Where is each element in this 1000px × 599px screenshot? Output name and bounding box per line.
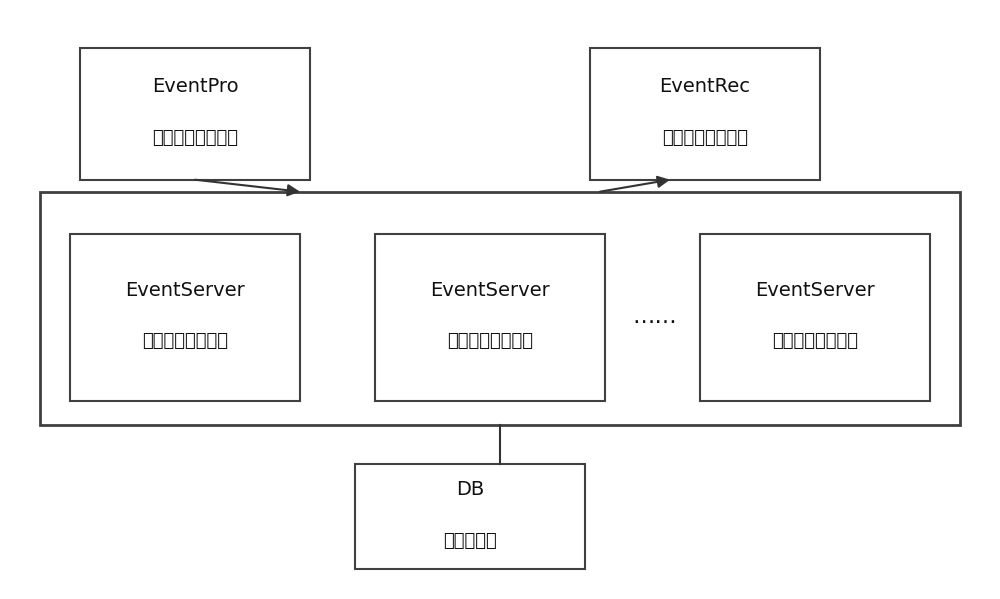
Bar bbox=[700, 234, 930, 401]
Text: （信号处理服务）: （信号处理服务） bbox=[447, 332, 533, 350]
Text: （信号处理服务）: （信号处理服务） bbox=[142, 332, 228, 350]
Text: EventServer: EventServer bbox=[430, 281, 550, 300]
Text: （数据库）: （数据库） bbox=[443, 531, 497, 550]
Text: EventRec: EventRec bbox=[660, 77, 750, 96]
Text: DB: DB bbox=[456, 480, 484, 499]
Text: ……: …… bbox=[633, 307, 677, 328]
Text: （信号处理服务）: （信号处理服务） bbox=[772, 332, 858, 350]
Bar bbox=[590, 48, 820, 180]
Text: EventServer: EventServer bbox=[125, 281, 245, 300]
Text: EventServer: EventServer bbox=[755, 281, 875, 300]
Text: （信号接收组件）: （信号接收组件） bbox=[662, 129, 748, 147]
Bar bbox=[355, 464, 585, 569]
Bar bbox=[375, 234, 605, 401]
Bar bbox=[70, 234, 300, 401]
Bar bbox=[40, 192, 960, 425]
Text: EventPro: EventPro bbox=[152, 77, 238, 96]
Text: （信号发送组件）: （信号发送组件） bbox=[152, 129, 238, 147]
Bar bbox=[80, 48, 310, 180]
